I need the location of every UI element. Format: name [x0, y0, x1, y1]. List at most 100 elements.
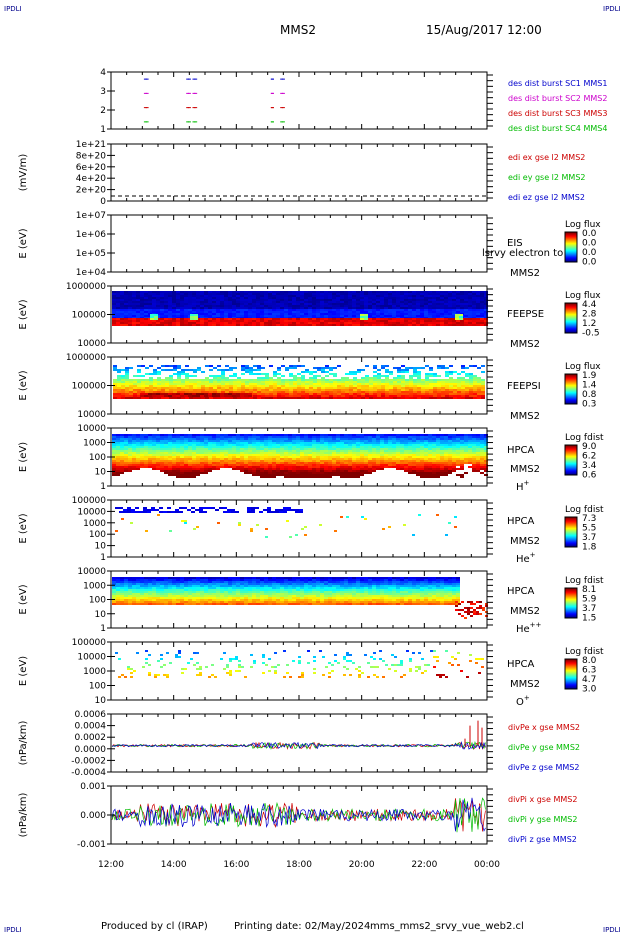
spectrogram-cell: [357, 385, 361, 387]
spectrogram-cell: [424, 318, 428, 320]
spectrogram-cell: [396, 442, 400, 444]
spectrogram-cell: [392, 458, 396, 460]
y-tick-label: 1e+05: [76, 249, 106, 259]
spectrogram-cell: [189, 379, 193, 381]
spectrogram-cell: [192, 470, 196, 472]
spectrogram-cell: [212, 305, 216, 307]
spectrogram-cell: [481, 371, 485, 373]
spectrogram-cell: [190, 314, 194, 316]
spectrogram-cell: [484, 324, 488, 326]
spectrogram-cell: [140, 448, 144, 450]
spectrogram-cell: [480, 318, 484, 320]
spectrogram-cell: [376, 446, 380, 448]
spectrogram-cell: [216, 303, 220, 305]
spectrogram-cell: [344, 442, 348, 444]
spectrogram-cell: [245, 385, 249, 387]
spectrogram-cell: [332, 293, 336, 295]
spectrogram-cell: [190, 318, 194, 320]
spectrogram-cell: [148, 291, 152, 293]
spectrogram-cell: [328, 307, 332, 309]
spectrogram-cell: [292, 322, 296, 324]
spectrogram-cell: [272, 301, 276, 303]
spectrogram-cell: [292, 434, 296, 436]
legend-entry: edi ex gse l2 MMS2: [508, 153, 585, 162]
spectrogram-cell: [445, 395, 449, 397]
spectrogram-cell: [169, 377, 173, 379]
spectrogram-cell: [364, 460, 368, 462]
spectrogram-cell: [244, 311, 248, 313]
spectrogram-cell: [157, 387, 161, 389]
spectrogram-cell: [328, 462, 332, 464]
spectrogram-cell: [224, 291, 228, 293]
spectrogram-cell: [136, 452, 140, 454]
spectrogram-cell: [148, 395, 152, 397]
spectrogram-cell: [424, 291, 428, 293]
spectrogram-cell: [356, 315, 360, 317]
spectrogram-cell: [157, 389, 161, 391]
spectrogram-cell: [309, 385, 313, 387]
spectrogram-cell: [465, 375, 469, 377]
spectrogram-cell: [164, 313, 168, 315]
spectrogram-cell: [220, 452, 224, 454]
spectrogram-cell: [425, 397, 429, 399]
spectrogram-cell: [116, 291, 120, 293]
spectrogram-cell: [304, 313, 308, 315]
spectrogram-cell: [236, 446, 240, 448]
spectrogram-cell: [144, 313, 148, 315]
spectrogram-cell: [352, 444, 356, 446]
spectrogram-cell: [360, 301, 364, 303]
spectrogram-cell: [245, 383, 249, 385]
spectrogram-cell: [240, 311, 244, 313]
spectrogram-cell: [213, 367, 217, 369]
spectrogram-cell: [168, 448, 172, 450]
spectrogram-cell: [176, 462, 180, 464]
spectrogram-cell: [153, 385, 157, 387]
spectrogram-cell: [376, 458, 380, 460]
spectrogram-cell: [248, 450, 252, 452]
spectrogram-cell: [200, 293, 204, 295]
spectrogram-cell: [324, 474, 328, 476]
spectrogram-cell: [144, 454, 148, 456]
spectrogram-cell: [413, 389, 417, 391]
spectrogram-cell: [364, 322, 368, 324]
spectrogram-cell: [393, 395, 397, 397]
spectrogram-cell: [385, 369, 389, 371]
spectrogram-cell: [220, 297, 224, 299]
spectrogram-cell: [216, 466, 220, 468]
spectrogram-cell: [352, 442, 356, 444]
spectrogram-cell: [432, 315, 436, 317]
spectrogram-cell: [289, 375, 293, 377]
spectrogram-cell: [281, 397, 285, 399]
spectrogram-cell: [388, 303, 392, 305]
spectrogram-cell: [361, 389, 365, 391]
spectrogram-cell: [184, 458, 188, 460]
spectrogram-cell: [132, 436, 136, 438]
spectrogram-cell: [244, 470, 248, 472]
spectrogram-cell: [360, 293, 364, 295]
spectrogram-cell: [112, 318, 116, 320]
spectrogram-cell: [320, 442, 324, 444]
spectrogram-cell: [161, 389, 165, 391]
spectrogram-cell: [388, 309, 392, 311]
spectrogram-cell: [352, 436, 356, 438]
spectrogram-cell: [212, 454, 216, 456]
spectrogram-cell: [232, 450, 236, 452]
spectrogram-cell: [240, 466, 244, 468]
spectrogram-cell: [384, 440, 388, 442]
spectrogram-cell: [208, 307, 212, 309]
spectrogram-cell: [272, 438, 276, 440]
spectrogram-cell: [309, 383, 313, 385]
spectrogram-cell: [365, 397, 369, 399]
spectrogram-cell: [296, 307, 300, 309]
spectrogram-cell: [433, 379, 437, 381]
spectrogram-cell: [184, 295, 188, 297]
spectrogram-cell: [196, 460, 200, 462]
spectrogram-cell: [373, 389, 377, 391]
spectrogram-cell: [117, 379, 121, 381]
spectrogram-cell: [304, 301, 308, 303]
spectrogram-cell: [140, 460, 144, 462]
spectrogram-cell: [384, 305, 388, 307]
spectrogram-cell: [332, 450, 336, 452]
spectrogram-cell: [476, 313, 480, 315]
spectrogram-cell: [372, 311, 376, 313]
